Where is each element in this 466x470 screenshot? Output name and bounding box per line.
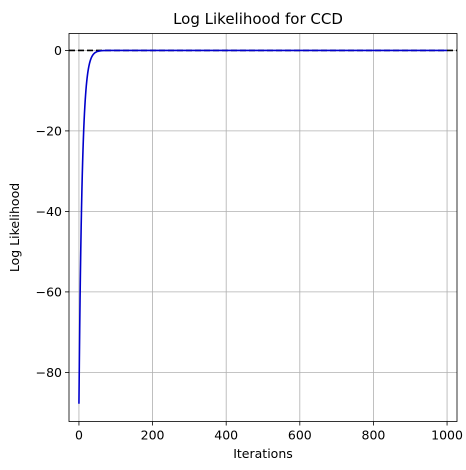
grid — [69, 33, 457, 422]
y-tick-label: −40 — [36, 204, 62, 219]
plot-frame — [68, 33, 458, 422]
x-axis-ticks: 0 200 400 600 800 1000 — [75, 421, 463, 443]
y-tick-label: −80 — [36, 365, 62, 380]
chart-title: Log Likelihood for CCD — [173, 10, 343, 28]
y-axis-ticks: 0 −20 −40 −60 −80 — [36, 43, 69, 380]
x-tick-label: 600 — [288, 428, 312, 443]
x-tick-label: 800 — [362, 428, 386, 443]
y-axis-title: Log Likelihood — [7, 183, 22, 272]
x-axis-title: Iterations — [233, 446, 293, 461]
y-tick-label: 0 — [54, 43, 62, 58]
y-tick-label: −20 — [36, 123, 62, 138]
series-line — [78, 49, 448, 404]
x-tick-label: 400 — [214, 428, 238, 443]
series-layer — [78, 49, 448, 404]
x-tick-label: 0 — [75, 428, 83, 443]
y-tick-label: −60 — [36, 284, 62, 299]
x-tick-label: 1000 — [431, 428, 463, 443]
x-tick-label: 200 — [141, 428, 165, 443]
